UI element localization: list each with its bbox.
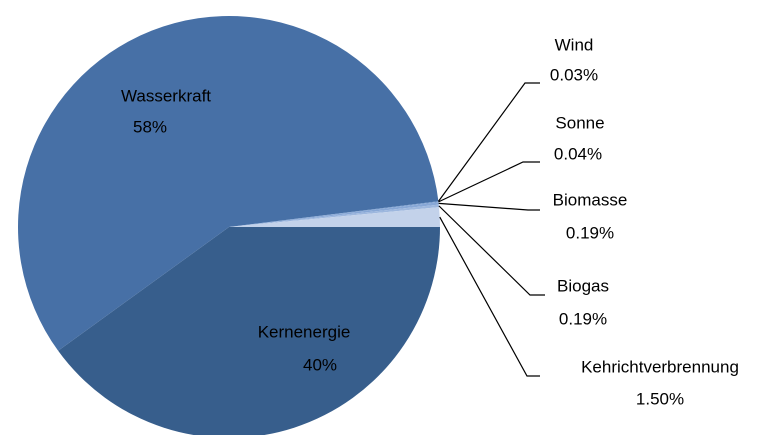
- slice-value-label: 0.04%: [554, 144, 602, 163]
- slice-value-label: 40%: [303, 355, 337, 374]
- leader-line: [439, 216, 540, 377]
- pie-slice: [229, 201, 439, 227]
- leader-line: [438, 161, 540, 203]
- pie-slice: [229, 207, 440, 227]
- pie-slice: [58, 227, 440, 435]
- pie-slice: [229, 202, 439, 227]
- slice-value-label: 1.50%: [636, 389, 684, 408]
- slice-value-label: 0.19%: [559, 309, 607, 328]
- pie-slice: [17, 15, 439, 351]
- slice-label: Kernenergie: [258, 322, 351, 341]
- slice-label: Sonne: [555, 113, 604, 132]
- slice-label: Wasserkraft: [121, 86, 211, 105]
- slice-label: Biomasse: [553, 190, 628, 209]
- pie-slice: [229, 201, 439, 227]
- slice-value-label: 0.19%: [566, 223, 614, 242]
- leader-line: [437, 82, 540, 202]
- pie-slice: [229, 204, 440, 227]
- slice-value-label: 0.03%: [550, 65, 598, 84]
- slice-value-label: 58%: [133, 117, 167, 136]
- leader-line: [438, 205, 545, 296]
- slice-label: Biogas: [557, 276, 609, 295]
- slice-label: Wind: [555, 35, 594, 54]
- slice-label: Kehrichtverbrennung: [581, 357, 739, 376]
- leader-line: [438, 202, 540, 211]
